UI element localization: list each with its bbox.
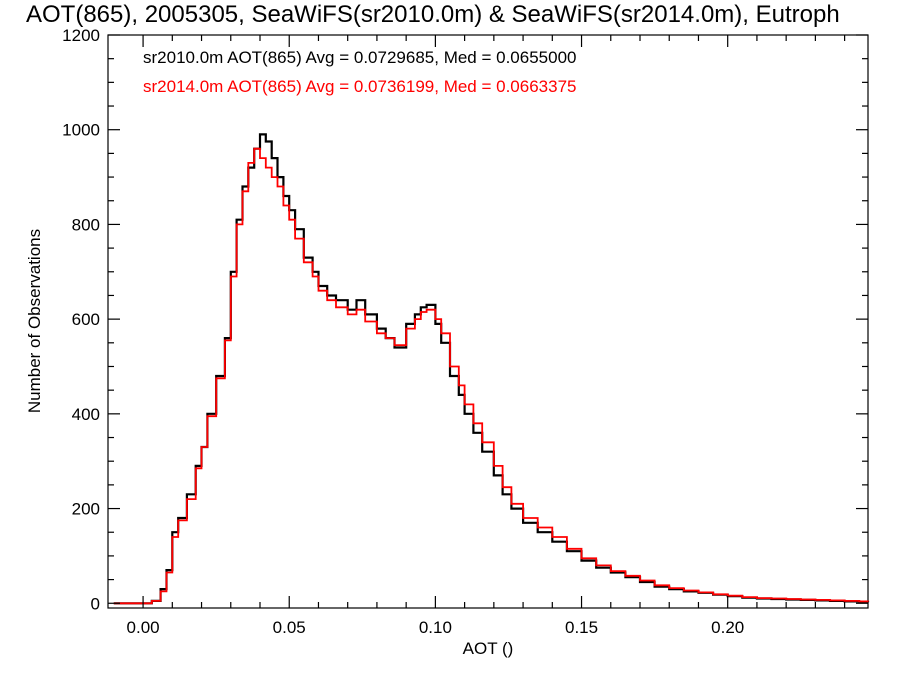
series-layer	[113, 133, 870, 605]
x-tick-label: 0.00	[127, 618, 160, 637]
series-line-sr2010.0m	[113, 133, 870, 605]
chart-title: AOT(865), 2005305, SeaWiFS(sr2010.0m) & …	[26, 1, 840, 28]
y-tick-label: 200	[72, 500, 100, 519]
x-tick-label: 0.05	[273, 618, 306, 637]
y-tick-label: 800	[72, 215, 100, 234]
series-line-sr2014.0m	[113, 147, 869, 605]
legend-entry-sr2014: sr2014.0m AOT(865) Avg = 0.0736199, Med …	[143, 77, 577, 96]
y-tick-label: 400	[72, 405, 100, 424]
y-tick-label: 1000	[62, 121, 100, 140]
legend-entry-sr2010: sr2010.0m AOT(865) Avg = 0.0729685, Med …	[143, 48, 577, 67]
x-tick-label: 0.15	[565, 618, 598, 637]
x-tick-label: 0.20	[711, 618, 744, 637]
plot-frame	[107, 34, 869, 609]
y-axis-label: Number of Observations	[25, 229, 44, 413]
y-tick-label: 600	[72, 310, 100, 329]
x-tick-label: 0.10	[419, 618, 452, 637]
y-tick-label: 0	[91, 594, 100, 613]
y-tick-label: 1200	[62, 26, 100, 45]
x-axis-label: AOT ()	[463, 639, 514, 658]
tick-layer: 0.00 0.05 0.10 0.15 0.20 0 200 400 600 800 1000 120…	[62, 26, 868, 637]
